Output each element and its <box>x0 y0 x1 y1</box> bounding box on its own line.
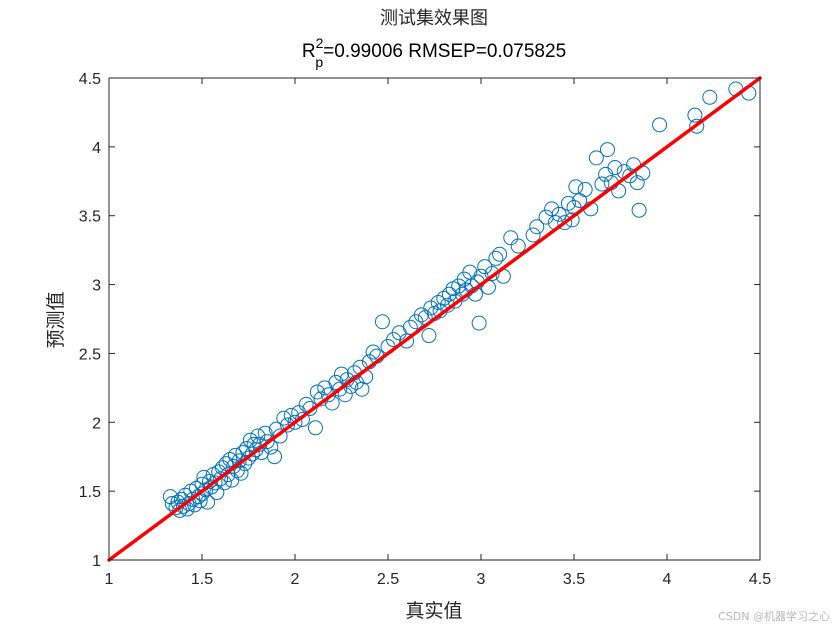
data-point <box>599 142 615 158</box>
y-tick-label: 4 <box>92 140 101 157</box>
data-point <box>525 227 541 243</box>
data-point <box>557 215 573 231</box>
data-point <box>209 485 225 501</box>
data-point <box>200 494 216 510</box>
data-point <box>529 219 545 235</box>
data-point <box>402 319 418 335</box>
y-axis-label: 预测值 <box>45 291 67 348</box>
data-point <box>207 475 223 491</box>
plot-area: 1 1.5 2 2.5 3 3.5 4 4.5 1 1.5 2 2.5 3 3.5 4 4.5 <box>79 71 771 588</box>
data-point <box>244 446 260 462</box>
y-tick-label: 4.5 <box>79 71 101 88</box>
x-tick-label: 3 <box>477 571 486 588</box>
data-point <box>250 428 266 444</box>
x-tick-label: 4 <box>663 571 672 588</box>
data-point <box>374 314 390 330</box>
data-point <box>283 407 299 423</box>
reference-line <box>107 76 762 562</box>
x-tick-label: 4.5 <box>749 571 771 588</box>
metrics-values: =0.99006 RMSEP=0.075825 <box>323 41 566 62</box>
r-squared-subscript: p <box>315 54 323 70</box>
data-point <box>564 212 580 228</box>
data-point <box>337 387 353 403</box>
r-squared-symbol: R <box>302 41 316 62</box>
data-point <box>334 366 349 382</box>
data-point <box>272 428 288 444</box>
data-point <box>365 344 381 360</box>
data-point <box>568 179 584 195</box>
data-point <box>687 107 703 123</box>
data-point <box>298 396 314 412</box>
x-tick-label: 3.5 <box>563 571 585 588</box>
y-tick-label: 1.5 <box>79 484 101 501</box>
y-tick-label: 2.5 <box>79 346 101 363</box>
data-point <box>421 328 437 344</box>
data-point <box>488 250 504 266</box>
data-point <box>577 182 593 198</box>
data-point <box>702 89 718 105</box>
data-point <box>233 465 249 481</box>
data-point <box>551 206 567 222</box>
data-point <box>399 333 415 349</box>
data-point <box>503 230 519 246</box>
chart-title: 测试集效果图 <box>380 8 488 29</box>
data-point <box>213 471 229 487</box>
data-point <box>267 449 283 465</box>
x-tick-label: 2.5 <box>377 571 399 588</box>
data-point <box>222 451 238 467</box>
x-tick-label: 2 <box>291 571 300 588</box>
data-point <box>560 195 576 211</box>
data-point <box>257 425 273 441</box>
watermark: CSDN @机器学习之心 <box>718 609 830 623</box>
data-point <box>430 294 446 310</box>
data-point <box>607 160 623 176</box>
data-point <box>629 175 645 191</box>
y-tick-label: 3.5 <box>79 209 101 226</box>
data-point <box>471 315 487 331</box>
data-point <box>594 176 610 192</box>
data-point <box>423 300 439 316</box>
data-point <box>302 401 318 417</box>
x-axis-label: 真实值 <box>405 600 462 622</box>
data-point <box>484 266 500 282</box>
data-point <box>332 381 348 397</box>
data-point <box>328 374 344 390</box>
data-point <box>259 434 275 450</box>
axes-box <box>108 77 761 561</box>
y-tick-label: 3 <box>92 278 101 295</box>
data-point <box>631 202 647 218</box>
data-point <box>280 417 296 433</box>
data-point <box>588 150 604 166</box>
data-point <box>436 290 452 306</box>
y-tick-label: 2 <box>92 415 101 432</box>
data-point <box>309 384 325 400</box>
chart-metrics-subtitle: R2 p=0.99006 RMSEP=0.075825 <box>302 35 566 70</box>
x-tick-label: 1 <box>105 571 114 588</box>
data-point <box>689 118 705 134</box>
y-tick-label: 1 <box>92 553 101 570</box>
data-point <box>307 420 323 436</box>
data-point <box>510 238 526 254</box>
r-squared-superscript: 2 <box>316 35 324 51</box>
data-point <box>287 414 303 430</box>
data-point <box>652 117 668 133</box>
data-point <box>492 246 508 262</box>
data-point <box>220 467 236 483</box>
data-point <box>544 201 560 217</box>
data-point <box>276 410 292 426</box>
data-point <box>241 450 256 466</box>
x-tick-label: 1.5 <box>191 571 213 588</box>
data-point <box>294 412 310 428</box>
